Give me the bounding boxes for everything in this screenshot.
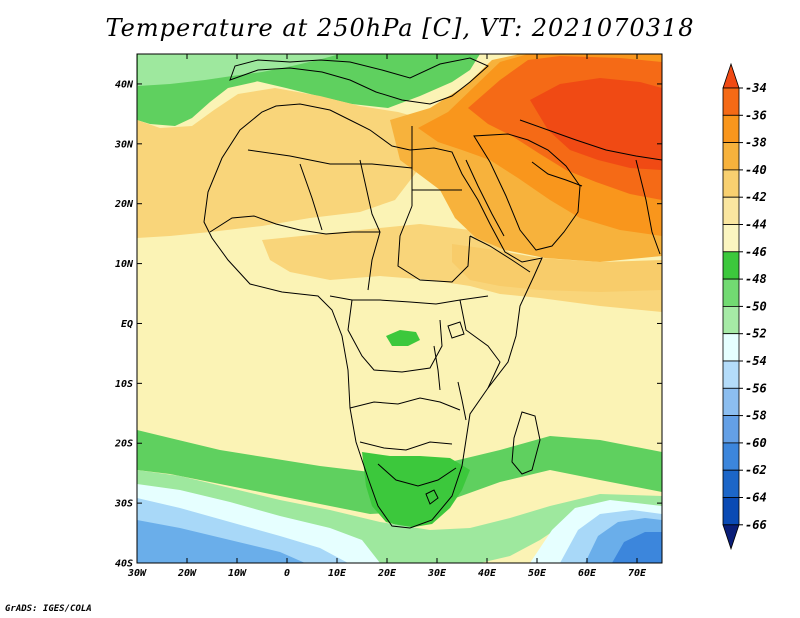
map-title: Temperature at 250hPa [C], VT: 202107031… xyxy=(105,14,695,42)
red-sea-coast xyxy=(465,159,505,237)
border-namibia-botswana xyxy=(359,441,453,451)
colorbar-bottom-arrow xyxy=(722,524,740,551)
lat-tick-label: 20S xyxy=(114,439,133,450)
zone-green-south-africa xyxy=(362,452,470,528)
colorbar-label: -34 xyxy=(745,81,767,95)
colorbar-label: -58 xyxy=(745,409,767,423)
colorbar-swatch xyxy=(722,415,740,444)
lat-tick-label: 10S xyxy=(115,379,133,390)
border-mali-niger xyxy=(299,163,323,231)
lon-tick-label: 30E xyxy=(427,568,447,579)
lon-tick-label: 60E xyxy=(578,568,597,579)
colorbar-label: -56 xyxy=(745,381,767,395)
colorbar-label: -46 xyxy=(745,245,767,259)
colorbar-label: -54 xyxy=(745,354,767,368)
lon-tick-label: 10W xyxy=(228,568,247,579)
coastlines-and-borders xyxy=(203,57,662,529)
border-chad xyxy=(359,159,381,291)
colorbar-label: -36 xyxy=(745,108,767,122)
colorbar-label: -48 xyxy=(745,272,767,286)
colorbar-swatch xyxy=(722,387,740,416)
lon-tick-label: 50E xyxy=(528,568,547,579)
india-coast xyxy=(635,159,661,255)
colorbar-label: -62 xyxy=(745,463,767,477)
plot-frame xyxy=(136,53,663,564)
zone-green-mediterranean xyxy=(230,54,480,108)
lat-tick-label: EQ xyxy=(121,319,133,330)
europe-coastline xyxy=(229,57,489,105)
lon-tick-label: 70E xyxy=(628,568,647,579)
border-sahara-north xyxy=(247,149,413,169)
colorbar-swatch xyxy=(722,360,740,389)
colorbar-swatch xyxy=(722,469,740,498)
border-west-africa xyxy=(209,215,380,235)
colorbar-label: -64 xyxy=(745,491,767,505)
colorbar-label: -44 xyxy=(745,218,767,232)
lon-tick-label: 30W xyxy=(127,568,147,579)
lon-axis: 30W 20W 10W 0 10E 20E 30E 40E 50E 60E 70E xyxy=(127,54,647,579)
colorbar-label: -40 xyxy=(745,163,767,177)
colorbar-label: -66 xyxy=(745,518,767,532)
lat-tick-label: 30N xyxy=(114,139,134,150)
lon-tick-label: 40E xyxy=(478,568,497,579)
zone-green-central-africa xyxy=(386,330,420,346)
colorbar-swatch xyxy=(722,142,740,171)
lake-tanganyika xyxy=(433,345,441,391)
lat-tick-label: 40S xyxy=(115,559,133,570)
colorbar-label: -38 xyxy=(745,136,767,150)
madagascar-coastline xyxy=(511,411,541,475)
colorbar-swatch xyxy=(722,196,740,225)
colorbar-label: -52 xyxy=(745,327,767,341)
colorbar-swatch xyxy=(722,114,740,144)
lat-tick-label: 20N xyxy=(114,199,134,210)
colorbar-label: -60 xyxy=(745,436,767,450)
border-ethiopia xyxy=(469,235,531,273)
lesotho-border xyxy=(425,489,439,505)
zone-tan-northwest-africa xyxy=(137,88,420,238)
border-east-africa xyxy=(459,299,501,389)
lon-tick-label: 20E xyxy=(377,568,397,579)
lake-victoria xyxy=(447,321,465,339)
africa-coastline xyxy=(203,103,543,529)
zone-blue-southwest xyxy=(137,520,305,563)
lat-axis: 40N 30N 20N 10N EQ 10S 20S 30S 40S xyxy=(114,79,662,570)
colorbar-label: -42 xyxy=(745,190,767,204)
border-south-africa xyxy=(377,463,457,487)
border-congo xyxy=(347,299,443,373)
colorbar-swatch xyxy=(722,278,740,307)
colorbar-swatch xyxy=(722,251,740,280)
lat-tick-label: 30S xyxy=(114,499,133,510)
border-sudan xyxy=(397,205,471,283)
arabia-coastline xyxy=(473,133,581,251)
colorbar-swatch xyxy=(722,87,740,116)
lake-malawi xyxy=(457,381,467,421)
colorbar-swatch xyxy=(722,442,740,471)
colorbar-swatch xyxy=(722,224,740,253)
colorbar-top-arrow xyxy=(722,62,740,89)
zone-red-orange-afghanistan xyxy=(530,78,662,170)
zone-deep-blue-southeast xyxy=(612,532,662,563)
colorbar-label: -50 xyxy=(745,299,767,313)
persian-gulf-coast xyxy=(531,161,583,187)
lon-tick-label: 20W xyxy=(177,568,197,579)
colorbar-swatch xyxy=(722,305,740,335)
colorbar-swatch xyxy=(722,169,740,198)
colorbar: -34 -36 -38 -40 -42 -44 -46 -48 -50 -52 -54 -56 -58 -… xyxy=(722,62,767,551)
zone-tan-east-africa xyxy=(452,244,662,292)
lat-tick-label: 10N xyxy=(115,259,134,270)
grads-credit: GrADS: IGES/COLA xyxy=(5,604,92,614)
lon-tick-label: 0 xyxy=(284,568,290,579)
border-angola-zambia xyxy=(349,397,461,411)
iran-coast xyxy=(519,119,662,161)
colorbar-swatch xyxy=(722,497,740,526)
colorbar-swatch xyxy=(722,333,740,362)
lon-tick-label: 10E xyxy=(328,568,347,579)
lat-tick-label: 40N xyxy=(115,79,134,90)
